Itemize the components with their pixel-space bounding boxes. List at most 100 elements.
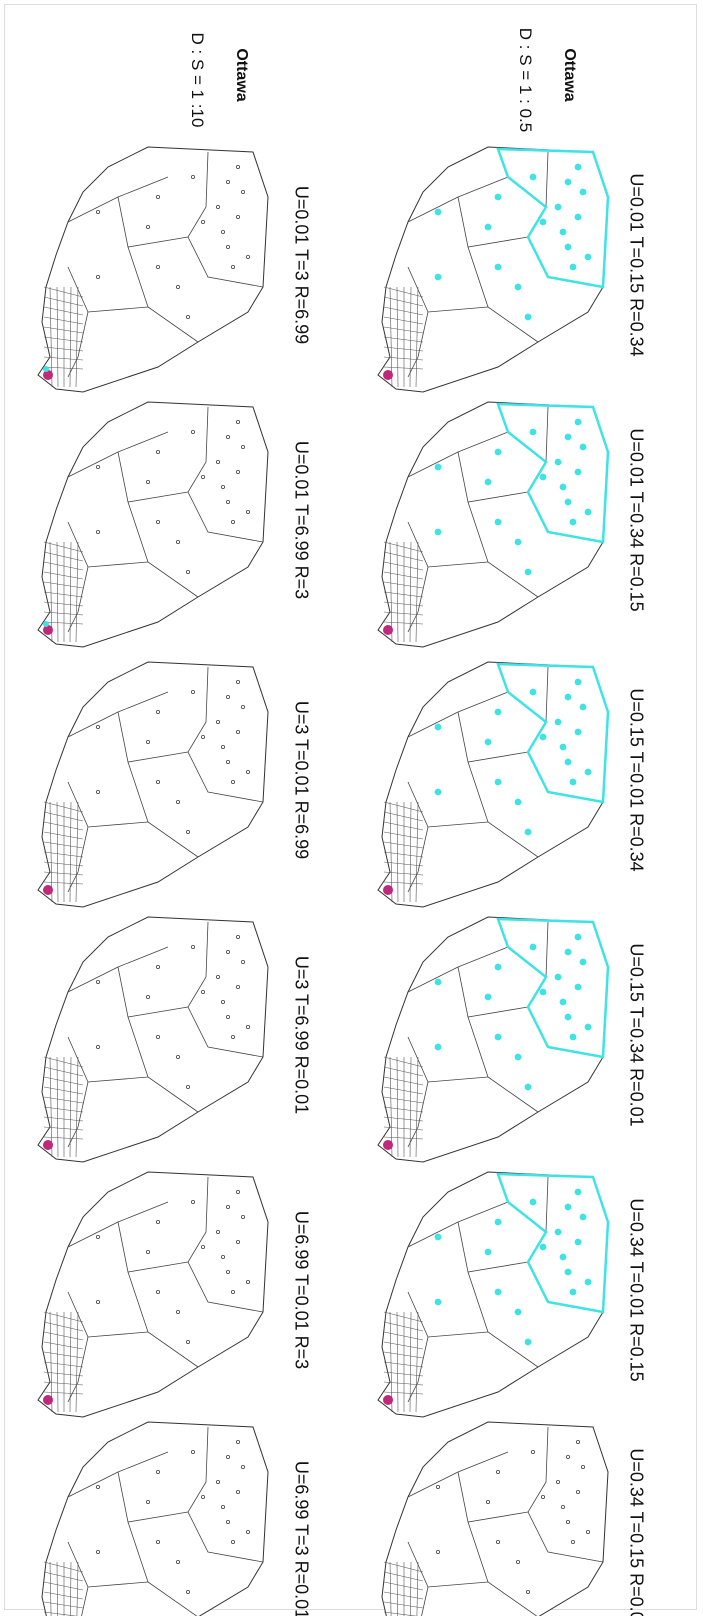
parcel — [575, 679, 581, 685]
parcel — [495, 779, 501, 785]
parcel — [485, 994, 491, 1000]
parcel — [495, 964, 501, 970]
urban-core — [383, 1140, 393, 1150]
parcel — [435, 1299, 441, 1305]
parcel — [525, 829, 531, 835]
figure-canvas: OttawaD : S = 1 : 0.5U=0.01 T=0.15 R=0.3… — [0, 0, 703, 1616]
parcel — [565, 244, 571, 250]
parcel — [565, 759, 571, 765]
parcel — [540, 989, 546, 995]
map-outline — [38, 147, 268, 392]
parcel — [515, 1309, 521, 1315]
parcel — [555, 459, 561, 465]
map — [38, 1422, 268, 1616]
parcel — [580, 704, 586, 710]
parcel — [585, 1024, 591, 1030]
parcel — [575, 934, 581, 940]
parcel — [485, 479, 491, 485]
parcel — [435, 274, 441, 280]
parcel — [565, 1014, 571, 1020]
ratio-label: D : S = 1 :10 — [188, 33, 207, 128]
map — [38, 917, 268, 1162]
panel-label: U=0.01 T=6.99 R=3 — [291, 441, 311, 599]
parcel — [575, 984, 581, 990]
map — [378, 662, 608, 907]
parcel — [525, 1339, 531, 1345]
parcel — [485, 739, 491, 745]
parcel — [555, 204, 561, 210]
figure: OttawaD : S = 1 : 0.5U=0.01 T=0.15 R=0.3… — [0, 0, 703, 1616]
parcel — [540, 734, 546, 740]
parcel — [575, 214, 581, 220]
parcel — [555, 1229, 561, 1235]
parcel — [495, 1289, 501, 1295]
map — [378, 147, 608, 392]
map-outline — [378, 1422, 608, 1616]
parcel — [495, 1034, 501, 1040]
parcel — [495, 194, 501, 200]
page: OttawaD : S = 1 : 0.5U=0.01 T=0.15 R=0.3… — [0, 0, 703, 1616]
parcel — [570, 264, 576, 270]
parcel — [560, 999, 566, 1005]
parcel — [495, 264, 501, 270]
parcel — [565, 949, 571, 955]
parcel — [570, 779, 576, 785]
parcel — [560, 229, 566, 235]
parcel — [530, 1199, 536, 1205]
parcel — [580, 1214, 586, 1220]
parcel — [555, 719, 561, 725]
parcel — [495, 709, 501, 715]
parcel — [555, 974, 561, 980]
panel-label: U=0.34 T=0.15 R=0.01 — [626, 1448, 646, 1616]
parcel — [435, 1234, 441, 1240]
urban-core — [43, 885, 53, 895]
map — [38, 1172, 268, 1417]
parcel — [575, 164, 581, 170]
urban-core — [383, 1395, 393, 1405]
parcel — [560, 1254, 566, 1260]
parcel — [565, 1269, 571, 1275]
parcel — [575, 1189, 581, 1195]
map — [378, 1422, 608, 1616]
panel-label: U=0.01 T=0.34 R=0.15 — [626, 428, 646, 611]
parcel — [525, 569, 531, 575]
panel-label: U=0.15 T=0.34 R=0.01 — [626, 943, 646, 1126]
parcel — [515, 1054, 521, 1060]
parcel — [575, 419, 581, 425]
urban-core — [383, 625, 393, 635]
map — [378, 402, 608, 647]
parcel — [575, 469, 581, 475]
parcel — [530, 689, 536, 695]
map — [378, 1172, 608, 1417]
parcel — [565, 499, 571, 505]
parcel — [485, 1249, 491, 1255]
parcel — [570, 1289, 576, 1295]
parcel — [525, 314, 531, 320]
map — [38, 662, 268, 907]
map-outline — [38, 662, 268, 907]
map — [378, 917, 608, 1162]
parcel — [565, 179, 571, 185]
parcel — [530, 944, 536, 950]
parcel — [435, 979, 441, 985]
parcel — [580, 444, 586, 450]
parcel — [540, 474, 546, 480]
map-outline — [38, 917, 268, 1162]
ratio-label: D : S = 1 : 0.5 — [516, 28, 535, 132]
parcel — [435, 1044, 441, 1050]
map — [38, 402, 268, 647]
parcel — [585, 769, 591, 775]
panel-label: U=0.01 T=3 R=6.99 — [291, 186, 311, 344]
map-outline — [38, 1422, 268, 1616]
urban-core — [43, 1140, 53, 1150]
parcel — [540, 219, 546, 225]
parcel — [560, 744, 566, 750]
parcel — [570, 519, 576, 525]
panel-label: U=0.15 T=0.01 R=0.34 — [626, 688, 646, 871]
panel-label: U=3 T=0.01 R=6.99 — [291, 701, 311, 859]
parcel — [435, 789, 441, 795]
parcel — [565, 434, 571, 440]
parcel — [580, 189, 586, 195]
region-title: Ottawa — [233, 48, 250, 101]
parcel — [435, 724, 441, 730]
